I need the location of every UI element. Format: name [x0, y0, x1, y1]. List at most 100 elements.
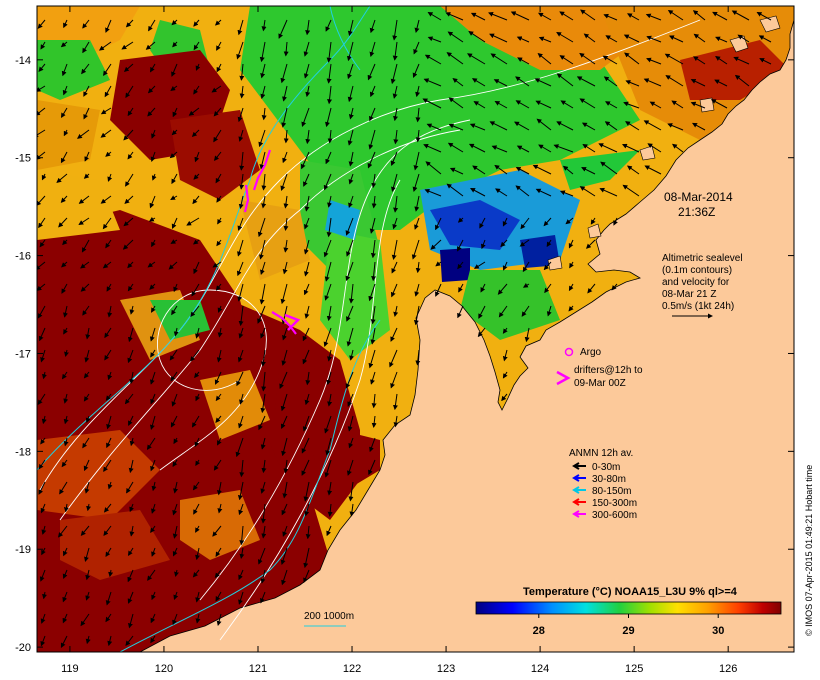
velocity-arrow [426, 123, 442, 131]
velocity-arrow [590, 217, 596, 225]
velocity-arrow [565, 217, 574, 225]
velocity-arrow [194, 371, 200, 379]
plot-frame [36, 5, 795, 653]
velocity-arrow [644, 165, 662, 175]
velocity-arrow [150, 349, 156, 358]
velocity-arrow [83, 173, 90, 179]
velocity-arrow [104, 85, 112, 98]
velocity-arrow [412, 173, 420, 192]
colorbar-tick-label: 29 [622, 625, 634, 637]
velocity-arrow [325, 437, 332, 456]
velocity-arrow [107, 371, 113, 381]
velocity-arrow [173, 481, 178, 494]
velocity-arrow [326, 525, 332, 537]
velocity-arrow [42, 591, 47, 600]
velocity-arrow [647, 143, 662, 153]
velocity-arrow [128, 459, 134, 474]
velocity-arrow [279, 371, 288, 390]
velocity-arrow [369, 437, 376, 453]
velocity-arrow [261, 525, 267, 539]
velocity-arrow [123, 63, 134, 72]
velocity-arrow [260, 349, 266, 367]
velocity-arrow [172, 107, 178, 118]
velocity-arrow [643, 120, 662, 131]
legend-item: 80-150m [572, 486, 631, 497]
velocity-arrow [236, 41, 244, 60]
velocity-arrow [195, 393, 200, 402]
velocity-arrow [63, 129, 69, 137]
velocity-arrow [345, 261, 354, 282]
velocity-arrow [41, 525, 47, 535]
velocity-arrow [105, 591, 112, 606]
legend-arrowhead-icon [572, 498, 580, 506]
legend-arrowhead-icon [572, 474, 580, 482]
velocity-arrow [473, 101, 486, 109]
axis-ticks [37, 6, 794, 652]
velocity-arrow [348, 481, 354, 502]
velocity-arrow [237, 217, 244, 231]
colorbar-tick-label: 30 [712, 625, 724, 637]
velocity-arrow [236, 261, 244, 277]
velocity-arrow [325, 107, 332, 128]
y-tick-label: -15 [15, 153, 31, 165]
velocity-arrow [425, 161, 442, 175]
x-tick-label: 120 [155, 663, 173, 675]
velocity-arrow [515, 185, 530, 197]
velocity-arrow [502, 349, 508, 362]
velocity-arrow [83, 459, 90, 472]
velocity-arrow [81, 63, 90, 75]
velocity-arrow [371, 195, 377, 209]
velocity-arrow [690, 101, 706, 109]
velocity-arrow [326, 371, 332, 386]
velocity-arrow [327, 129, 333, 144]
velocity-arrow [260, 63, 266, 79]
velocity-arrow [371, 173, 377, 189]
velocity-arrow [370, 305, 376, 325]
velocity-arrow [213, 129, 222, 143]
velocity-arrow [304, 393, 310, 406]
velocity-arrow [627, 13, 640, 21]
velocity-arrow [393, 129, 399, 145]
velocity-arrow [106, 415, 112, 430]
y-tick-label: -19 [15, 544, 31, 556]
velocity-arrow [261, 371, 267, 392]
velocity-arrow [261, 195, 267, 209]
velocity-arrow [624, 52, 640, 65]
velocity-arrow [192, 195, 200, 205]
velocity-arrow [129, 305, 135, 315]
velocity-arrow [125, 85, 134, 99]
velocity-arrow [583, 33, 596, 43]
velocity-arrow [522, 261, 530, 273]
velocity-arrow [347, 415, 354, 432]
velocity-arrow [148, 216, 156, 222]
velocity-arrow [280, 393, 288, 412]
velocity-arrow [477, 327, 486, 338]
velocity-arrow [85, 591, 91, 601]
velocity-arrow [283, 129, 289, 144]
velocity-arrow [693, 33, 706, 43]
velocity-arrow [107, 305, 113, 318]
velocity-arrow [733, 56, 750, 65]
velocity-arrow [532, 164, 552, 175]
velocity-arrow [171, 129, 178, 136]
legend-label: 0-30m [592, 462, 620, 473]
velocity-arrow [326, 305, 332, 322]
velocity-arrow [238, 305, 244, 327]
velocity-arrow [424, 188, 442, 197]
velocity-arrow [216, 349, 222, 363]
velocity-arrow [598, 143, 618, 153]
velocity-arrow [41, 415, 47, 425]
velocity-arrow [170, 415, 178, 428]
velocity-arrow [127, 151, 134, 160]
velocity-arrow [413, 41, 420, 55]
velocity-arrow [38, 217, 46, 229]
velocity-arrow [623, 34, 640, 43]
velocity-arrow [415, 261, 421, 274]
velocity-arrow [60, 635, 68, 648]
velocity-arrow [467, 53, 486, 65]
velocity-arrow [147, 261, 156, 268]
velocity-arrow [195, 63, 201, 71]
velocity-arrow [393, 107, 398, 122]
velocity-arrow [239, 173, 245, 190]
velocity-arrow [392, 217, 398, 230]
